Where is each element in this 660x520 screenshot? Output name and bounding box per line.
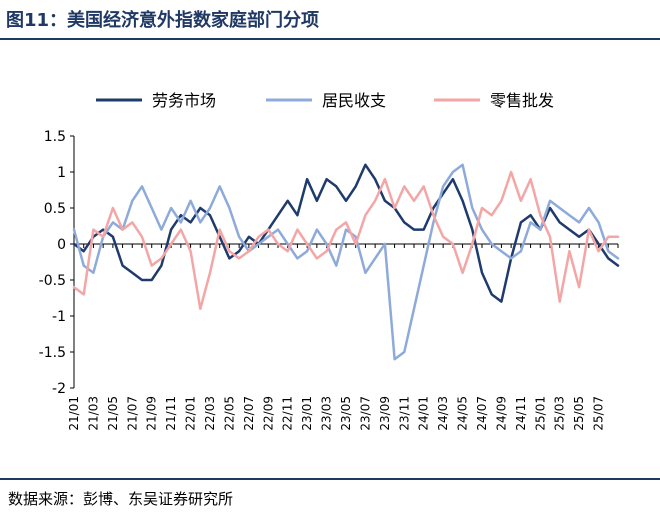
x-tick-label: 22/09 — [261, 396, 275, 431]
x-tick-label: 21/09 — [145, 396, 159, 431]
source-rule — [0, 478, 660, 480]
line-chart: 劳务市场 居民收支 零售批发 1.510.50-0.5-1-1.5-2 21/01 2… — [39, 91, 620, 431]
y-tick-label: -0.5 — [39, 273, 66, 289]
x-tick-label: 23/05 — [339, 396, 353, 431]
x-tick-label: 23/11 — [397, 396, 411, 431]
legend-label: 劳务市场 — [152, 91, 216, 110]
x-tick-label: 22/07 — [242, 396, 256, 431]
legend-label: 零售批发 — [490, 91, 554, 110]
x-tick-label: 24/11 — [514, 396, 528, 431]
y-tick-label: 1.5 — [44, 129, 66, 145]
x-tick-label: 23/09 — [378, 396, 392, 431]
x-tick-label: 21/03 — [86, 396, 100, 431]
x-tick-label: 21/01 — [67, 396, 81, 431]
figure-title: 图11：美国经济意外指数家庭部门分项 — [6, 10, 320, 31]
x-tick-label: 25/01 — [533, 396, 547, 431]
y-tick-label: 0 — [57, 237, 66, 253]
series-lines — [72, 163, 620, 361]
x-tick-label: 24/01 — [417, 396, 431, 431]
chart-axes — [70, 135, 619, 389]
x-tick-label: 23/01 — [300, 396, 314, 431]
x-tick-label: 21/07 — [125, 396, 139, 431]
y-tick-label: -2 — [52, 381, 66, 397]
y-tick-label: 1 — [57, 165, 66, 181]
y-tick-label: -1.5 — [39, 345, 66, 361]
x-tick-label: 25/05 — [572, 396, 586, 431]
series-line-3 — [72, 170, 620, 311]
x-tick-label: 22/01 — [184, 396, 198, 431]
x-tick-label: 23/07 — [358, 396, 372, 431]
title-rule — [0, 38, 660, 40]
series-line-2 — [72, 163, 620, 361]
y-axis-tick-labels: 1.5 1 0.5 0 -0.5 -1 -1.5 -2 — [39, 129, 66, 397]
x-tick-label: 22/05 — [222, 396, 236, 431]
x-axis-tick-labels: 21/01 21/03 21/05 21/07 21/09 21/11 22/01 22/03… — [67, 396, 606, 431]
x-tick-label: 24/05 — [456, 396, 470, 431]
x-tick-label: 25/07 — [592, 396, 606, 431]
legend-label: 居民收支 — [322, 91, 386, 110]
x-tick-label: 22/03 — [203, 396, 217, 431]
x-tick-label: 24/03 — [436, 396, 450, 431]
x-tick-label: 24/07 — [475, 396, 489, 431]
x-tick-label: 21/05 — [106, 396, 120, 431]
x-tick-label: 24/09 — [494, 396, 508, 431]
x-tick-label: 22/11 — [281, 396, 295, 431]
y-tick-label: -1 — [52, 309, 66, 325]
data-source-note: 数据来源：彭博、东吴证券研究所 — [8, 490, 234, 508]
chart-legend: 劳务市场 居民收支 零售批发 — [96, 91, 554, 110]
y-tick-label: 0.5 — [44, 201, 66, 217]
x-tick-label: 23/03 — [320, 396, 334, 431]
x-tick-label: 25/03 — [553, 396, 567, 431]
x-tick-label: 21/11 — [164, 396, 178, 431]
